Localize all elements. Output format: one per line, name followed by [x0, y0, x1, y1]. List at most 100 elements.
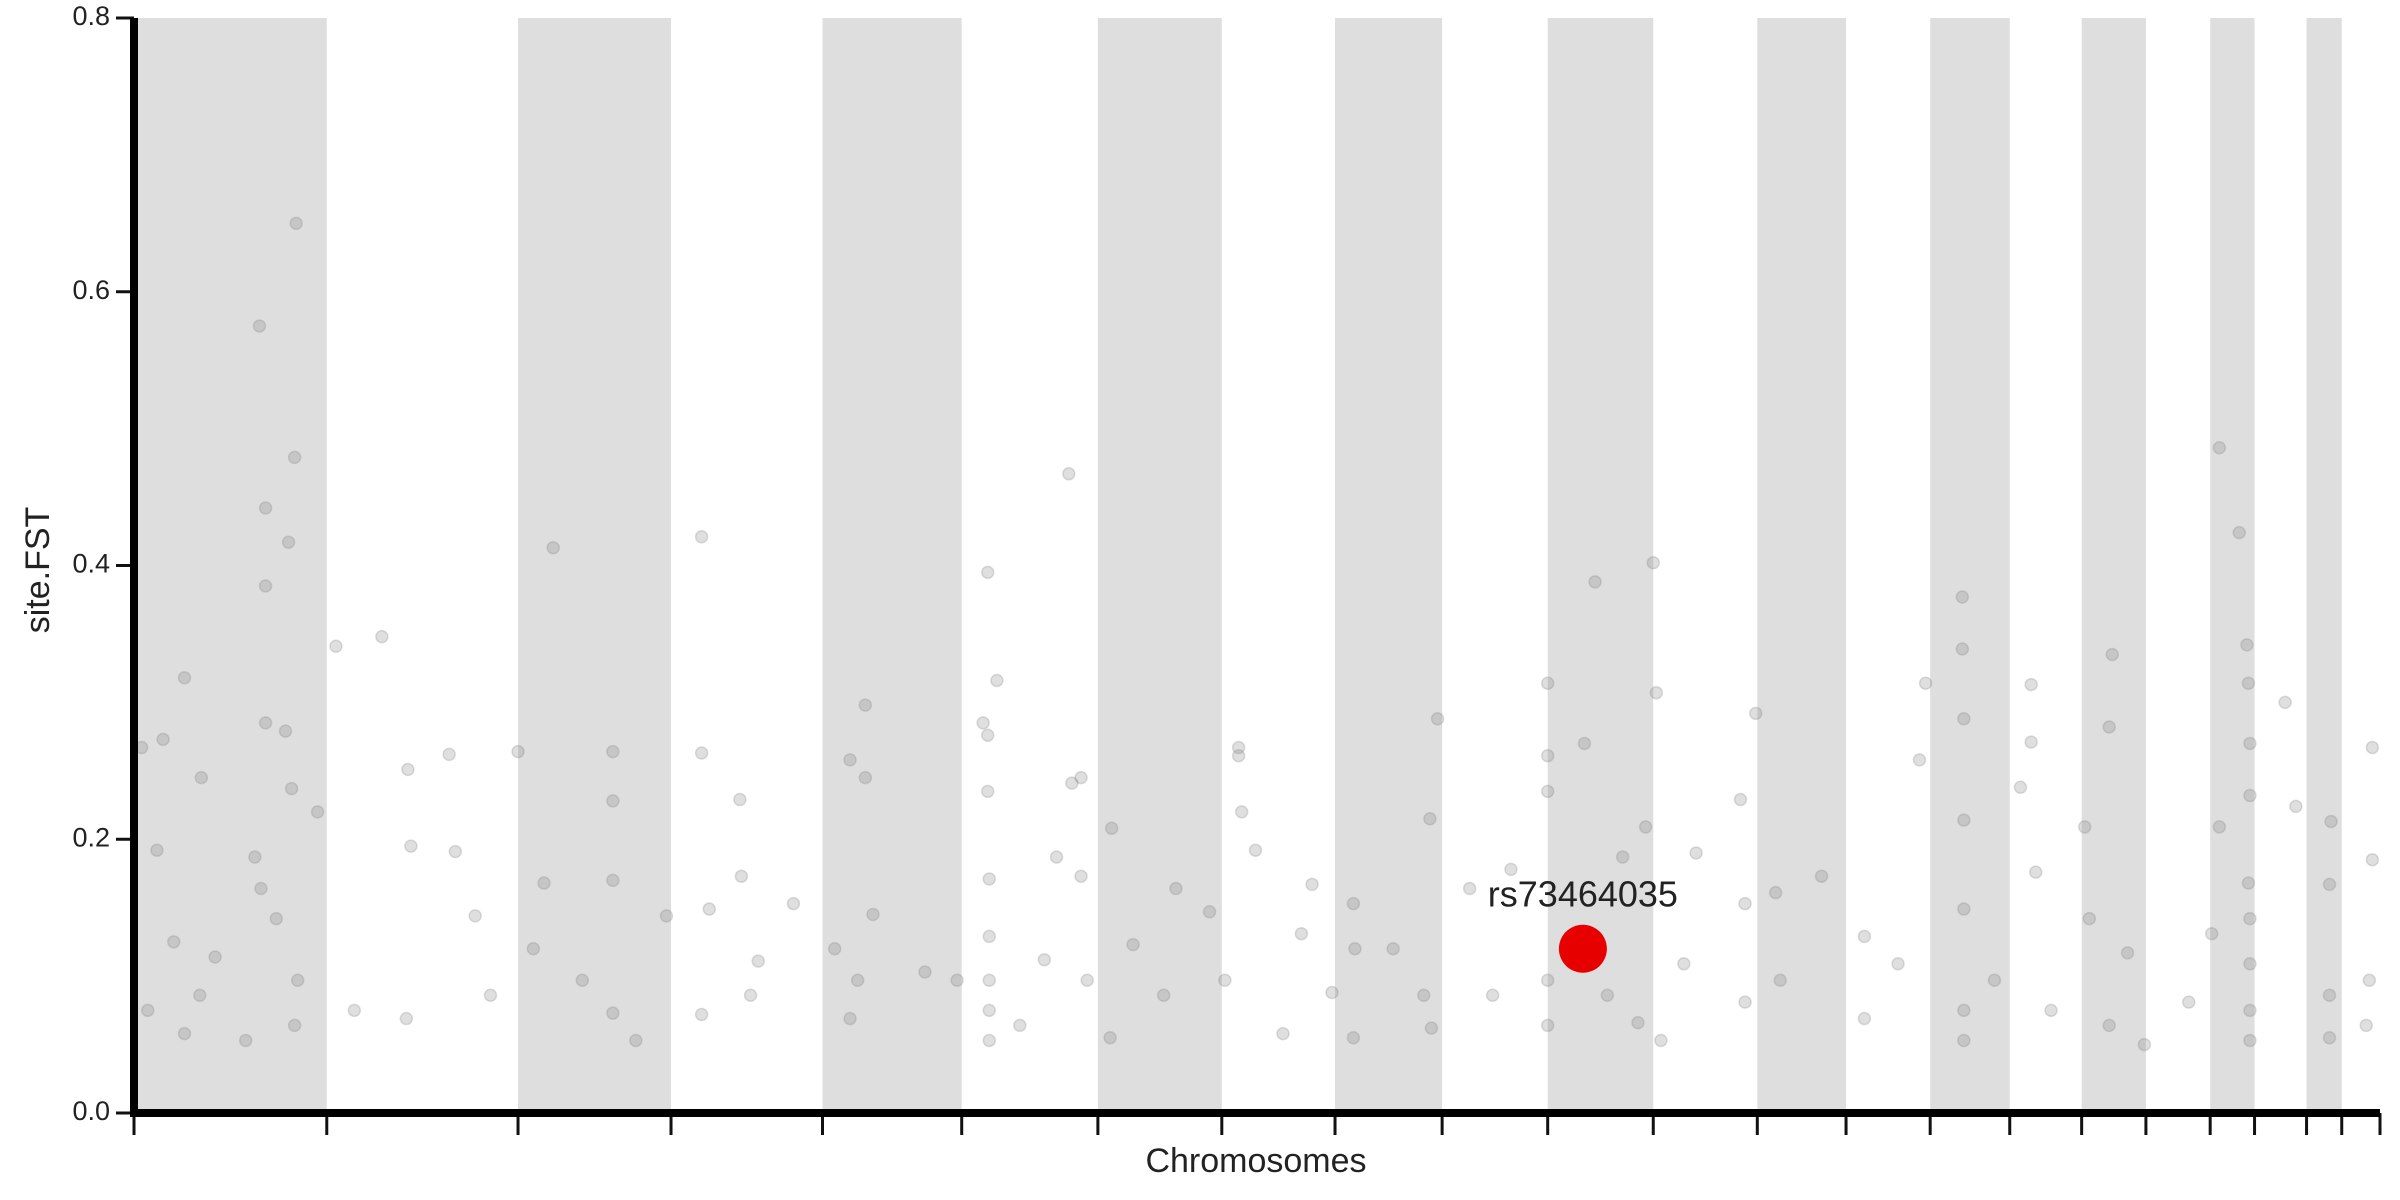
point	[1891, 957, 1905, 971]
point	[694, 746, 709, 760]
point	[1325, 985, 1339, 1000]
point	[1169, 881, 1183, 896]
point	[606, 873, 620, 888]
point	[290, 973, 305, 987]
point	[850, 973, 865, 987]
point	[1588, 575, 1602, 589]
point	[1234, 805, 1249, 819]
point	[1577, 736, 1592, 751]
point	[1231, 749, 1246, 763]
point	[990, 673, 1004, 688]
point	[1540, 1018, 1555, 1033]
point	[1654, 1033, 1668, 1048]
point	[2029, 865, 2043, 879]
point	[2243, 957, 2257, 971]
point	[258, 716, 273, 730]
y-tick-label: 0.8	[72, 1, 110, 31]
point	[2120, 946, 2135, 960]
point	[918, 965, 932, 979]
point	[575, 973, 590, 987]
point	[2278, 695, 2292, 710]
point	[1957, 712, 1971, 726]
point	[659, 909, 674, 923]
point	[2243, 911, 2257, 926]
point	[733, 792, 747, 807]
point	[1074, 869, 1088, 883]
point	[1294, 926, 1309, 941]
point	[150, 843, 164, 857]
point	[252, 319, 267, 333]
point	[2362, 973, 2377, 987]
point	[401, 762, 415, 777]
point	[2240, 638, 2254, 652]
point	[1957, 902, 1971, 916]
point	[1857, 1011, 1872, 1026]
point	[786, 896, 801, 911]
point	[2232, 525, 2246, 540]
point	[1430, 712, 1445, 726]
point	[694, 1007, 709, 1022]
point	[156, 732, 170, 747]
point	[1231, 740, 1246, 755]
plot: 0.0 0.2 0.4 0.6 0.8 rs73464035	[72, 1, 2382, 1135]
point	[2137, 1037, 2152, 1052]
point	[2182, 995, 2196, 1009]
point	[2322, 877, 2337, 892]
point	[310, 805, 325, 819]
chromosome-band	[1097, 18, 1222, 1113]
point	[982, 929, 997, 944]
y-tick-label: 0.0	[72, 1096, 110, 1126]
point	[2212, 441, 2227, 455]
point	[982, 1003, 997, 1018]
chromosome-band	[1930, 18, 2010, 1113]
point	[1768, 885, 1783, 900]
point	[1248, 843, 1263, 857]
point	[194, 770, 209, 785]
point	[1540, 676, 1555, 690]
point	[1957, 813, 1971, 827]
point	[827, 942, 842, 956]
point	[606, 744, 620, 759]
point	[694, 530, 709, 544]
point	[843, 1011, 857, 1026]
point	[1504, 862, 1518, 877]
point	[238, 1033, 253, 1048]
point	[1065, 776, 1079, 790]
point	[1080, 973, 1094, 987]
point	[858, 770, 873, 785]
point	[1074, 770, 1088, 785]
point	[751, 954, 765, 968]
point	[2359, 1018, 2373, 1033]
point	[2365, 853, 2380, 867]
point	[606, 794, 620, 808]
point	[1631, 1015, 1645, 1030]
point	[1615, 850, 1630, 864]
point	[1049, 850, 1064, 864]
point	[208, 950, 222, 964]
point	[1677, 957, 1691, 971]
point	[1417, 988, 1431, 1003]
point	[1424, 1021, 1439, 1035]
point	[976, 716, 990, 730]
point	[1202, 905, 1217, 919]
point	[866, 907, 880, 922]
chromosome-band	[2306, 18, 2342, 1113]
point	[1957, 1033, 1971, 1048]
point	[1540, 784, 1555, 799]
point	[2102, 1018, 2116, 1033]
chromosome-band	[1757, 18, 1847, 1113]
point	[1957, 1003, 1971, 1018]
point	[1126, 937, 1140, 952]
point	[442, 747, 456, 762]
point	[2204, 926, 2219, 941]
point	[1638, 820, 1653, 834]
point	[537, 876, 551, 890]
y-axis-label: site.FST	[19, 507, 57, 634]
point	[1987, 973, 2002, 987]
chromosome-band	[822, 18, 962, 1113]
point	[2241, 876, 2256, 890]
point	[982, 973, 997, 987]
point	[511, 744, 525, 759]
point	[2289, 799, 2303, 814]
